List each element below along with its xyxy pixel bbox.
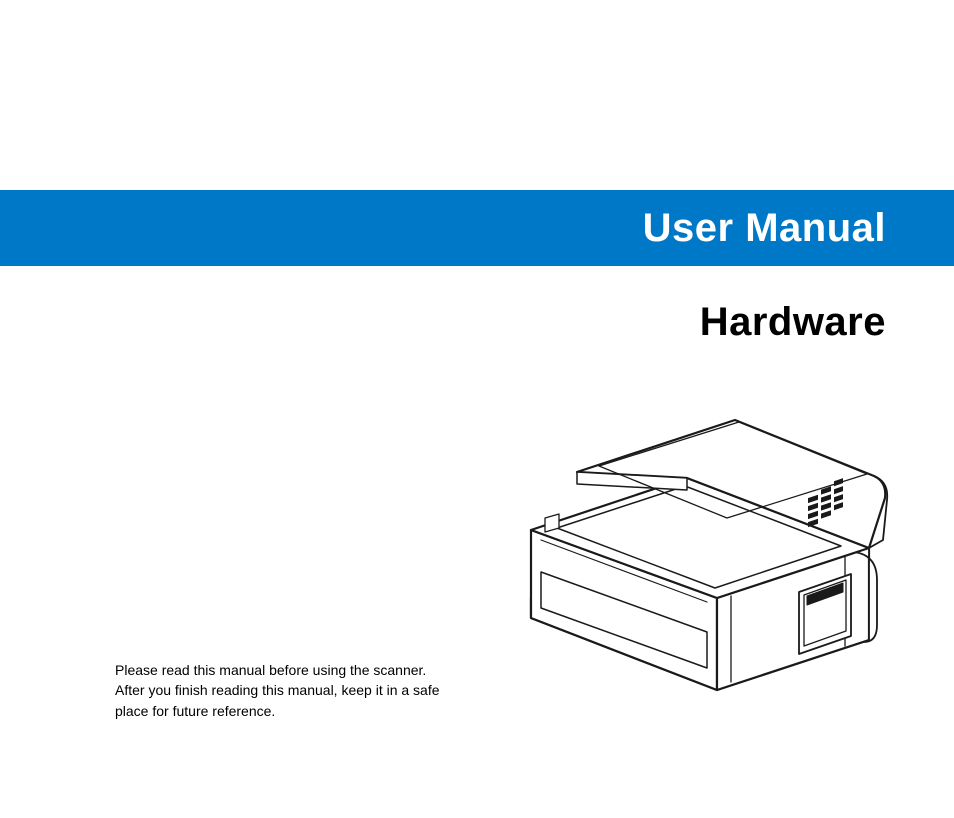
instructions-line2: After you finish reading this manual, ke… — [115, 680, 475, 721]
subtitle: Hardware — [700, 300, 886, 345]
instructions-line1: Please read this manual before using the… — [115, 660, 475, 680]
title-banner: User Manual — [0, 190, 954, 266]
banner-title: User Manual — [643, 206, 886, 251]
instructions-block: Please read this manual before using the… — [115, 660, 475, 721]
scanner-illustration — [489, 400, 889, 700]
